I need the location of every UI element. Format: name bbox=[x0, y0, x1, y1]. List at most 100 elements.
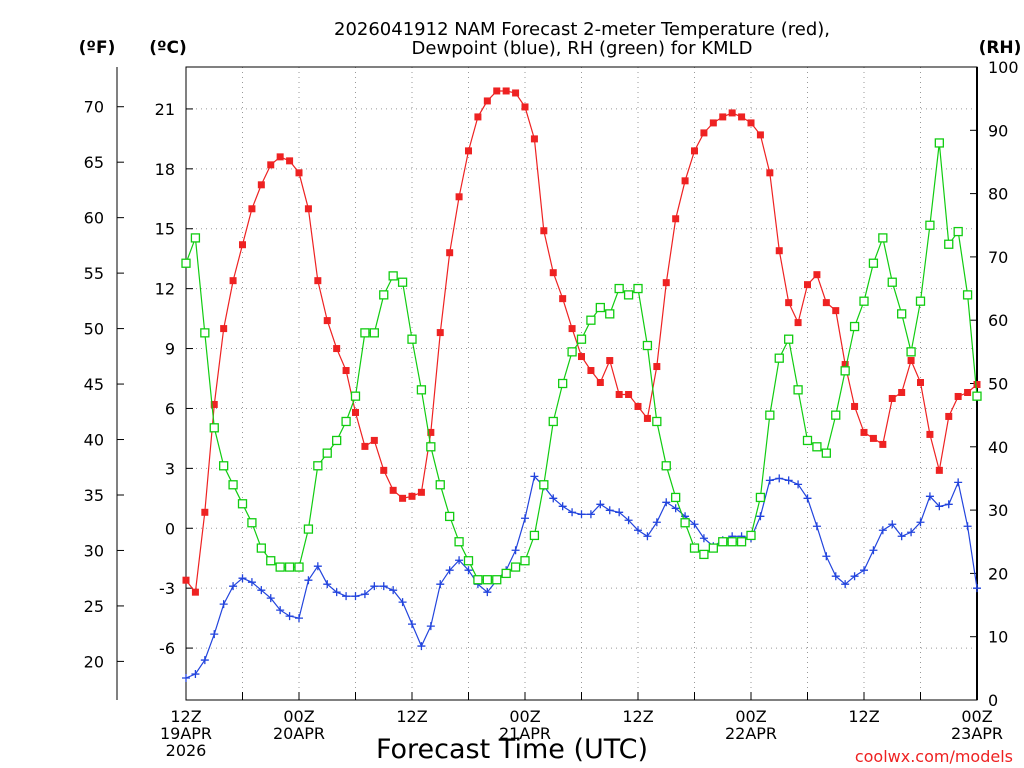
temperature-marker bbox=[964, 388, 972, 396]
temperature-marker bbox=[512, 89, 520, 97]
celsius-tick-label: 12 bbox=[155, 280, 175, 299]
temperature-marker bbox=[474, 113, 482, 121]
rh-marker bbox=[859, 296, 869, 306]
temperature-marker bbox=[653, 363, 661, 371]
temperature-marker bbox=[521, 103, 529, 111]
temperature-marker bbox=[408, 492, 416, 500]
temperature-marker bbox=[483, 97, 491, 105]
dewpoint-marker bbox=[238, 574, 247, 583]
temperature-marker bbox=[945, 412, 953, 420]
temperature-marker bbox=[766, 169, 774, 177]
rh-marker bbox=[416, 385, 427, 395]
dewpoint-marker bbox=[963, 522, 972, 531]
dewpoint-marker bbox=[756, 512, 765, 521]
temperature-marker bbox=[728, 109, 736, 117]
dewpoint-marker bbox=[850, 572, 859, 581]
fahrenheit-unit-label: (ºF) bbox=[79, 38, 116, 58]
x-tick-label: 21APR bbox=[499, 724, 551, 743]
rh-marker bbox=[360, 328, 370, 338]
dewpoint-marker bbox=[643, 532, 652, 541]
dewpoint-marker bbox=[634, 526, 642, 535]
rh-marker bbox=[925, 220, 935, 230]
rh-marker bbox=[369, 328, 379, 338]
celsius-tick-label: 6 bbox=[165, 399, 175, 418]
x-tick-label: 00Z bbox=[735, 707, 766, 726]
dewpoint-marker bbox=[812, 522, 821, 531]
rh-marker bbox=[492, 575, 502, 585]
rh-tick-label: 100 bbox=[988, 58, 1019, 77]
x-tick-label: 00Z bbox=[509, 707, 540, 726]
dewpoint-marker bbox=[549, 494, 558, 503]
rh-marker bbox=[680, 518, 690, 528]
dewpoint-marker bbox=[464, 566, 473, 575]
dewpoint-marker bbox=[417, 642, 426, 651]
temperature-marker bbox=[860, 428, 868, 436]
dewpoint-marker bbox=[794, 480, 803, 489]
rh-marker bbox=[765, 410, 775, 420]
dewpoint-marker bbox=[973, 584, 981, 593]
temperature-marker bbox=[361, 442, 369, 450]
rh-marker bbox=[699, 549, 709, 560]
temperature-marker bbox=[417, 488, 425, 496]
temperature-marker bbox=[314, 277, 322, 285]
dewpoint-marker bbox=[182, 674, 190, 683]
temperature-marker bbox=[785, 299, 793, 307]
plot-frame bbox=[185, 66, 978, 701]
dewpoint-marker bbox=[521, 514, 529, 523]
rh-marker bbox=[548, 416, 558, 427]
temperature-marker bbox=[229, 277, 237, 285]
rh-marker bbox=[633, 283, 643, 294]
temperature-marker bbox=[389, 486, 397, 494]
fahrenheit-tick-label: 25 bbox=[84, 597, 104, 616]
rh-marker bbox=[708, 543, 718, 553]
rh-marker bbox=[332, 435, 342, 446]
rh-marker bbox=[237, 499, 248, 509]
rh-marker bbox=[520, 556, 530, 566]
rh-marker bbox=[445, 511, 455, 522]
temperature-marker bbox=[191, 588, 199, 596]
temperature-marker bbox=[681, 177, 689, 185]
rh-marker bbox=[435, 480, 445, 490]
rh-marker bbox=[746, 530, 756, 541]
temperature-marker bbox=[606, 357, 614, 365]
dewpoint-marker bbox=[652, 518, 661, 527]
dewpoint-marker bbox=[888, 520, 897, 529]
temperature-marker bbox=[465, 147, 472, 155]
rh-marker bbox=[831, 410, 841, 420]
rh-marker bbox=[576, 334, 587, 344]
dewpoint-marker bbox=[313, 562, 322, 571]
x-tick-label: 2026 bbox=[166, 741, 207, 760]
fahrenheit-tick-label: 40 bbox=[84, 431, 104, 450]
rh-marker bbox=[341, 416, 351, 427]
rh-marker bbox=[736, 537, 747, 547]
dewpoint-marker bbox=[210, 630, 219, 639]
dewpoint-marker bbox=[408, 620, 416, 629]
rh-tick-label: 90 bbox=[988, 121, 1008, 140]
rh-marker bbox=[463, 556, 474, 566]
rh-marker bbox=[840, 366, 850, 376]
dewpoint-marker bbox=[841, 580, 850, 589]
rh-marker bbox=[878, 233, 888, 243]
temperature-marker bbox=[182, 576, 190, 584]
fahrenheit-tick-label: 20 bbox=[84, 652, 104, 671]
rh-marker bbox=[784, 334, 794, 344]
rh-marker bbox=[228, 480, 238, 490]
dewpoint-marker bbox=[671, 504, 680, 513]
rh-marker bbox=[209, 423, 219, 433]
rh-marker bbox=[501, 568, 511, 579]
celsius-tick-label: 9 bbox=[165, 340, 175, 359]
dewpoint-marker bbox=[925, 492, 934, 501]
rh-tick-label: 70 bbox=[988, 248, 1008, 267]
rh-tick-label: 30 bbox=[988, 501, 1008, 520]
axes: 20 25 30 35 40 45 50 55 60 65 70 -6 -3 0 3 6 9 12 15 18 21 0 1… bbox=[84, 58, 1019, 760]
rh-marker bbox=[887, 277, 897, 287]
credit-text: coolwx.com/models bbox=[855, 747, 1013, 766]
rh-marker bbox=[313, 461, 323, 471]
rh-marker bbox=[200, 328, 210, 338]
dewpoint-marker bbox=[615, 508, 624, 517]
temperature-marker bbox=[813, 271, 821, 279]
rh-tick-label: 10 bbox=[988, 628, 1008, 647]
rh-marker bbox=[454, 537, 464, 547]
rh-marker bbox=[473, 575, 483, 585]
temperature-marker bbox=[304, 205, 312, 213]
